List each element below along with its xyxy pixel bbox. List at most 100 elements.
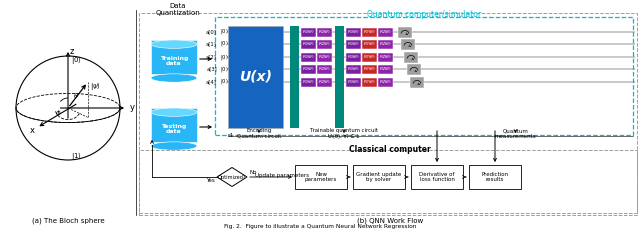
FancyBboxPatch shape (301, 78, 316, 87)
FancyBboxPatch shape (362, 28, 377, 37)
FancyBboxPatch shape (346, 78, 361, 87)
Text: $R_Y(\theta)$: $R_Y(\theta)$ (363, 41, 376, 48)
Ellipse shape (151, 142, 197, 150)
FancyBboxPatch shape (353, 165, 405, 189)
Text: $\phi$: $\phi$ (55, 108, 61, 118)
FancyBboxPatch shape (301, 53, 316, 62)
FancyBboxPatch shape (407, 64, 421, 75)
Text: $R_Y(\theta)$: $R_Y(\theta)$ (363, 54, 376, 61)
Text: (a) The Bloch sphere: (a) The Bloch sphere (32, 218, 104, 224)
Text: $R_X(\theta)$: $R_X(\theta)$ (347, 79, 360, 86)
FancyBboxPatch shape (378, 40, 393, 49)
Text: $R_Y(\theta)$: $R_Y(\theta)$ (363, 66, 376, 73)
FancyBboxPatch shape (362, 78, 377, 87)
FancyBboxPatch shape (290, 26, 299, 128)
Text: $R_X(\theta)$: $R_X(\theta)$ (302, 41, 315, 48)
Text: $R_Y(\theta)$: $R_Y(\theta)$ (363, 29, 376, 36)
Text: $R_Z(\theta)$: $R_Z(\theta)$ (379, 54, 392, 61)
Text: z: z (70, 47, 74, 56)
Text: a[0]: a[0] (206, 30, 217, 35)
FancyBboxPatch shape (301, 28, 316, 37)
Text: $R_Z(\theta)$: $R_Z(\theta)$ (318, 41, 331, 48)
FancyBboxPatch shape (362, 65, 377, 74)
FancyBboxPatch shape (346, 28, 361, 37)
Text: $|0\rangle$: $|0\rangle$ (220, 52, 228, 62)
FancyBboxPatch shape (151, 108, 197, 142)
Text: Derivative of
loss function: Derivative of loss function (419, 172, 455, 183)
FancyBboxPatch shape (228, 26, 283, 128)
Text: $R_X(\theta)$: $R_X(\theta)$ (347, 29, 360, 36)
FancyBboxPatch shape (362, 40, 377, 49)
FancyBboxPatch shape (411, 165, 463, 189)
Text: $R_Z(\theta)$: $R_Z(\theta)$ (318, 66, 331, 73)
FancyBboxPatch shape (346, 53, 361, 62)
Text: c1: c1 (228, 133, 234, 138)
Text: $\theta$: $\theta$ (73, 92, 79, 101)
Text: x: x (30, 126, 35, 135)
Text: Update parameters: Update parameters (255, 172, 309, 177)
Text: $|0\rangle$: $|0\rangle$ (220, 65, 228, 74)
Text: Prediction
results: Prediction results (481, 172, 509, 183)
FancyBboxPatch shape (398, 27, 412, 38)
Text: Optimized?: Optimized? (218, 174, 246, 180)
Text: Quantum
measurements: Quantum measurements (495, 128, 536, 139)
FancyBboxPatch shape (404, 52, 418, 63)
FancyBboxPatch shape (362, 53, 377, 62)
Text: Classical computer: Classical computer (349, 145, 431, 154)
Text: a[2]: a[2] (206, 55, 217, 60)
Text: Fig. 2.  Figure to illustrate a Quantum Neural Network Regression: Fig. 2. Figure to illustrate a Quantum N… (224, 224, 416, 229)
Text: $R_Z(\theta)$: $R_Z(\theta)$ (379, 29, 392, 36)
FancyBboxPatch shape (151, 40, 197, 74)
FancyBboxPatch shape (378, 53, 393, 62)
Text: Data
Quantization: Data Quantization (156, 3, 200, 16)
FancyBboxPatch shape (346, 40, 361, 49)
FancyBboxPatch shape (301, 65, 316, 74)
Text: Trainable quantum circuit
Uₗ(θ), ∀l ∈ L: Trainable quantum circuit Uₗ(θ), ∀l ∈ L (310, 128, 378, 139)
Text: $R_X(\theta)$: $R_X(\theta)$ (302, 54, 315, 61)
Text: $|0\rangle$: $|0\rangle$ (220, 77, 228, 87)
FancyBboxPatch shape (378, 78, 393, 87)
Ellipse shape (151, 40, 197, 48)
Text: $R_X(\theta)$: $R_X(\theta)$ (347, 54, 360, 61)
FancyBboxPatch shape (301, 40, 316, 49)
FancyBboxPatch shape (378, 65, 393, 74)
Text: $|0\rangle$: $|0\rangle$ (220, 39, 228, 49)
Text: $R_X(\theta)$: $R_X(\theta)$ (347, 41, 360, 48)
Text: $R_X(\theta)$: $R_X(\theta)$ (302, 79, 315, 86)
FancyBboxPatch shape (317, 78, 332, 87)
FancyBboxPatch shape (378, 28, 393, 37)
Text: Testing
data: Testing data (161, 124, 187, 134)
Text: Encoding
Quantum circuit: Encoding Quantum circuit (237, 128, 281, 139)
Text: $|1\rangle$: $|1\rangle$ (71, 150, 82, 162)
Text: $R_X(\theta)$: $R_X(\theta)$ (347, 66, 360, 73)
Text: $R_Z(\theta)$: $R_Z(\theta)$ (379, 41, 392, 48)
Text: $R_Z(\theta)$: $R_Z(\theta)$ (318, 29, 331, 36)
Text: Gradient update
by solver: Gradient update by solver (356, 172, 402, 183)
Text: a[3]: a[3] (206, 66, 217, 71)
Text: $|0\rangle$: $|0\rangle$ (71, 54, 82, 66)
FancyBboxPatch shape (469, 165, 521, 189)
Ellipse shape (151, 108, 197, 116)
Text: Quantum computer/simulator: Quantum computer/simulator (367, 10, 481, 19)
Ellipse shape (151, 74, 197, 82)
FancyBboxPatch shape (317, 65, 332, 74)
Text: U(x): U(x) (239, 70, 272, 84)
Text: y: y (130, 104, 135, 112)
Text: $R_Z(\theta)$: $R_Z(\theta)$ (379, 79, 392, 86)
Text: $R_X(\theta)$: $R_X(\theta)$ (302, 66, 315, 73)
FancyBboxPatch shape (317, 28, 332, 37)
Text: Training
data: Training data (160, 56, 188, 66)
Text: $R_Z(\theta)$: $R_Z(\theta)$ (379, 66, 392, 73)
FancyBboxPatch shape (317, 40, 332, 49)
FancyBboxPatch shape (317, 53, 332, 62)
Text: $R_X(\theta)$: $R_X(\theta)$ (302, 29, 315, 36)
Text: a[4]: a[4] (206, 79, 217, 85)
FancyBboxPatch shape (346, 65, 361, 74)
Text: (b) QNN Work Flow: (b) QNN Work Flow (357, 218, 423, 224)
FancyBboxPatch shape (295, 165, 347, 189)
Text: $R_Z(\theta)$: $R_Z(\theta)$ (318, 54, 331, 61)
FancyBboxPatch shape (401, 39, 415, 50)
FancyBboxPatch shape (335, 26, 344, 128)
FancyBboxPatch shape (410, 77, 424, 88)
Text: Yes: Yes (206, 177, 215, 183)
